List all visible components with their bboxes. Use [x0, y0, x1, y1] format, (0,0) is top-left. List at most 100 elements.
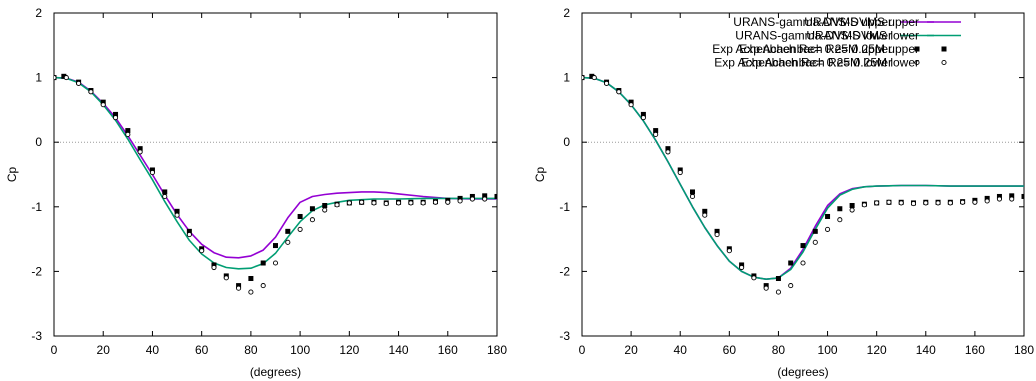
data-point	[211, 262, 217, 268]
data-point	[223, 275, 229, 281]
data-point	[874, 200, 880, 206]
data-point	[1009, 196, 1015, 202]
data-point	[211, 264, 217, 271]
data-point	[371, 200, 377, 206]
data-point	[628, 99, 634, 105]
data-point	[88, 89, 94, 95]
data-point	[408, 200, 414, 206]
data-point	[396, 200, 402, 206]
data-point	[359, 199, 365, 205]
data-point	[800, 260, 806, 266]
plot-frame	[581, 12, 1025, 337]
data-point	[125, 131, 131, 137]
x-tick-label: 140	[916, 343, 936, 357]
data-point	[149, 167, 155, 173]
plot-area	[582, 73, 1024, 295]
data-point	[653, 128, 659, 134]
y-tick-label: -1	[31, 200, 42, 214]
data-point	[628, 102, 634, 108]
series-line-2	[582, 76, 1024, 280]
x-tick-label: 60	[723, 343, 737, 357]
x-tick-label: 20	[97, 343, 111, 357]
data-point	[665, 149, 671, 155]
data-point	[346, 200, 352, 206]
data-point	[788, 283, 794, 289]
data-point	[445, 199, 451, 205]
legend-marker	[914, 46, 920, 52]
data-point	[137, 149, 143, 155]
y-tick-label: -3	[31, 329, 42, 343]
data-point	[112, 115, 119, 121]
data-point	[812, 228, 818, 234]
data-point	[886, 199, 892, 205]
data-point	[457, 198, 463, 204]
data-point	[604, 80, 610, 86]
data-point	[137, 146, 143, 152]
data-point	[174, 208, 180, 214]
x-tick-label: 100	[818, 343, 838, 357]
data-point	[149, 170, 155, 176]
x-axis-label: (degrees)	[777, 365, 828, 379]
data-point	[665, 146, 671, 152]
data-point	[677, 170, 683, 176]
y-tick-label: -2	[559, 264, 570, 278]
plot-frame	[53, 12, 498, 337]
data-point	[689, 193, 696, 200]
data-point	[763, 285, 769, 291]
data-point	[616, 89, 622, 95]
y-tick-label: 2	[563, 6, 570, 20]
data-point	[849, 207, 855, 213]
data-point	[812, 239, 818, 245]
data-point	[272, 260, 279, 266]
legend-label: URANS-DVMS lower	[806, 29, 919, 43]
data-point	[972, 199, 978, 205]
data-point	[174, 212, 180, 218]
data-point	[640, 111, 646, 117]
data-point	[775, 276, 781, 282]
x-tick-label: 80	[244, 343, 258, 357]
data-point	[1021, 193, 1024, 199]
legend-label: Exp Achenbach Re= 0.25M lower	[741, 56, 919, 70]
x-tick-label: 40	[674, 343, 688, 357]
series-line-1	[582, 76, 1024, 280]
data-point	[469, 193, 475, 199]
data-point	[383, 201, 389, 207]
data-point	[100, 99, 106, 105]
data-point	[248, 289, 254, 295]
data-point	[947, 200, 953, 206]
data-point	[726, 248, 732, 254]
data-point	[1009, 193, 1015, 199]
data-point	[825, 213, 831, 219]
x-tick-label: 0	[579, 343, 586, 357]
data-point	[186, 228, 192, 234]
data-point	[788, 260, 794, 266]
legend-label: Exp Achenbach Re= 0.25M lower	[714, 56, 892, 70]
data-point	[248, 276, 254, 282]
data-point	[100, 102, 106, 108]
data-point	[54, 75, 57, 81]
data-point	[482, 193, 488, 199]
data-point	[309, 217, 315, 223]
legend-marker	[941, 59, 947, 66]
data-point	[702, 208, 708, 214]
x-tick-label: 40	[146, 343, 160, 357]
x-tick-label: 20	[624, 343, 638, 357]
data-point	[910, 201, 917, 207]
x-tick-label: 60	[195, 343, 209, 357]
legend-label: URANS-gamma-DVMS upper	[733, 15, 892, 29]
data-point	[334, 202, 340, 208]
data-point	[702, 212, 708, 218]
y-tick-label: -3	[559, 329, 570, 343]
data-point	[825, 226, 831, 232]
data-point	[469, 196, 475, 202]
data-point	[199, 248, 205, 254]
x-tick-label: 0	[51, 343, 58, 357]
data-point	[162, 193, 168, 200]
data-point	[984, 195, 990, 201]
data-point	[236, 285, 242, 291]
legend-marker	[914, 59, 920, 66]
data-point	[309, 206, 315, 212]
data-point	[494, 193, 497, 199]
data-point	[589, 73, 595, 79]
